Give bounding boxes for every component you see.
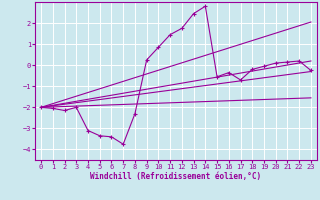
X-axis label: Windchill (Refroidissement éolien,°C): Windchill (Refroidissement éolien,°C) [91, 172, 261, 181]
